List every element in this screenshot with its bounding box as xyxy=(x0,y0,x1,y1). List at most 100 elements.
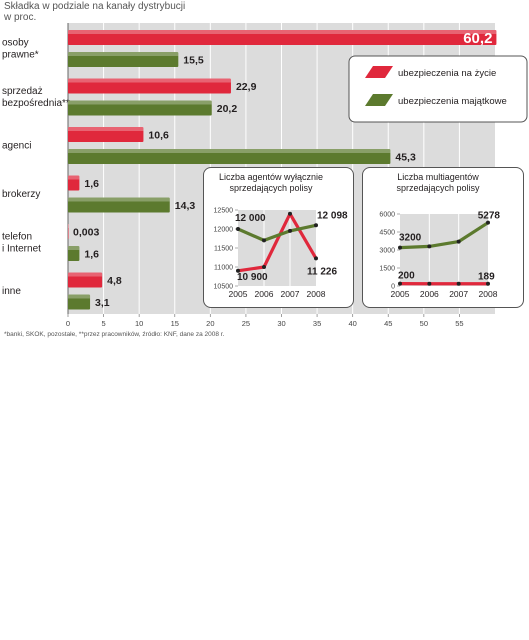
x-tick-label: 50 xyxy=(420,319,428,328)
x-tick-label: 45 xyxy=(384,319,392,328)
bar-property xyxy=(68,197,170,213)
point-annotation: 12 000 xyxy=(235,213,266,224)
legend-swatch-life xyxy=(365,66,393,78)
point-annotation: 10 900 xyxy=(237,272,268,283)
bar-life xyxy=(68,175,80,191)
bar-highlight xyxy=(68,246,80,250)
legend-label-property: ubezpieczenia majątkowe xyxy=(398,96,507,107)
data-point xyxy=(262,238,266,243)
bar-life xyxy=(68,30,497,45)
data-point xyxy=(314,256,318,261)
category-label: telefon xyxy=(2,231,32,242)
bar-life xyxy=(68,78,231,94)
x-tick-label: 0 xyxy=(66,319,70,328)
data-label: 1,6 xyxy=(84,249,99,261)
bar-highlight xyxy=(68,175,80,180)
point-annotation: 11 226 xyxy=(307,266,337,277)
inset-x-tick-label: 2005 xyxy=(229,289,248,299)
bar-property xyxy=(68,100,212,116)
data-label: 20,2 xyxy=(217,103,238,115)
data-label: 22,9 xyxy=(236,81,257,93)
x-tick-label: 15 xyxy=(171,319,179,328)
bar-highlight xyxy=(68,30,497,34)
bar-highlight xyxy=(68,294,91,299)
x-tick-label: 55 xyxy=(455,319,463,328)
inset-multiagents-panel: Liczba multiagentów sprzedających polisy 6… xyxy=(362,167,524,308)
data-point xyxy=(427,244,432,249)
line-life xyxy=(237,212,318,273)
x-tick-label: 25 xyxy=(242,319,250,328)
footnote: *banki, SKOK, pozostałe, **przez pracown… xyxy=(4,331,225,338)
data-point xyxy=(456,281,461,286)
inset-title: sprzedających polisy xyxy=(396,183,480,193)
x-tick-label: 5 xyxy=(101,319,105,328)
inset-y-tick-label: 6000 xyxy=(379,212,395,219)
category-label: osoby xyxy=(2,37,29,48)
category-label: agenci xyxy=(2,140,31,151)
inset-x-tick-label: 2007 xyxy=(449,289,468,299)
point-annotation: 12 098 xyxy=(317,210,348,221)
inset-x-tick-label: 2007 xyxy=(281,289,300,299)
line-property xyxy=(237,223,317,243)
inset-x-tick-label: 2005 xyxy=(391,289,410,299)
data-label: 3,1 xyxy=(95,297,110,309)
data-label: 0,003 xyxy=(73,227,99,239)
bar-highlight xyxy=(68,149,391,153)
point-annotation: 189 xyxy=(478,272,495,283)
data-point xyxy=(486,281,490,286)
inset-y-tick-label: 3000 xyxy=(379,248,395,255)
inset-y-tick-label: 12500 xyxy=(214,208,234,215)
data-point xyxy=(486,220,490,225)
category-label: bezpośrednia** xyxy=(2,98,70,109)
bar-highlight xyxy=(68,224,69,228)
bar-life xyxy=(68,224,69,239)
bar-property xyxy=(68,294,91,310)
data-point xyxy=(262,265,266,269)
bar-life xyxy=(68,127,144,142)
data-point xyxy=(456,239,461,244)
chart-header-line1: Składka w podziale na kanały dystrybucji xyxy=(4,1,186,12)
data-label: 45,3 xyxy=(395,152,416,164)
data-label: 60,2 xyxy=(463,30,492,47)
bar-highlight xyxy=(68,127,144,131)
inset-plot-area xyxy=(400,214,488,286)
data-point xyxy=(427,281,432,286)
legend-box xyxy=(348,55,528,123)
chart-header-line2: w proc. xyxy=(4,12,37,23)
inset-title: sprzedających polisy xyxy=(229,183,313,193)
x-tick-label: 30 xyxy=(277,319,285,328)
inset-x-tick-label: 2006 xyxy=(420,289,439,299)
inset-y-tick-label: 10500 xyxy=(214,284,234,291)
inset-y-tick-label: 4500 xyxy=(379,230,395,237)
inset-agents-panel: Liczba agentów wyłącznie sprzedających po… xyxy=(203,167,354,308)
line-property xyxy=(399,221,489,250)
data-label: 4,8 xyxy=(107,275,122,287)
bar-property xyxy=(68,52,179,67)
bar-highlight xyxy=(68,52,179,56)
bar-highlight xyxy=(68,78,231,83)
bar-highlight xyxy=(68,197,170,202)
data-point xyxy=(314,223,318,228)
data-point xyxy=(236,268,240,273)
category-label: sprzedaż xyxy=(2,86,43,97)
x-tick-label: 20 xyxy=(206,319,214,328)
x-tick-label: 10 xyxy=(135,319,143,328)
bar-property xyxy=(68,149,391,164)
data-label: 10,6 xyxy=(148,130,169,142)
inset-y-tick-label: 11000 xyxy=(214,265,233,272)
inset-title: Liczba agentów wyłącznie xyxy=(219,172,323,182)
inset-plot-area xyxy=(238,210,316,286)
data-label: 1,6 xyxy=(84,178,99,190)
data-point xyxy=(398,281,402,286)
inset-y-tick-label: 12000 xyxy=(214,227,234,234)
x-tick-label: 40 xyxy=(348,319,356,328)
data-label: 15,5 xyxy=(183,55,204,67)
data-label: 14,3 xyxy=(175,200,196,212)
data-point xyxy=(236,227,240,231)
legend-label-life: ubezpieczenia na życie xyxy=(398,68,496,79)
inset-x-tick-label: 2006 xyxy=(255,289,274,299)
category-label: inne xyxy=(2,286,21,297)
inset-y-tick-label: 1500 xyxy=(379,266,395,273)
